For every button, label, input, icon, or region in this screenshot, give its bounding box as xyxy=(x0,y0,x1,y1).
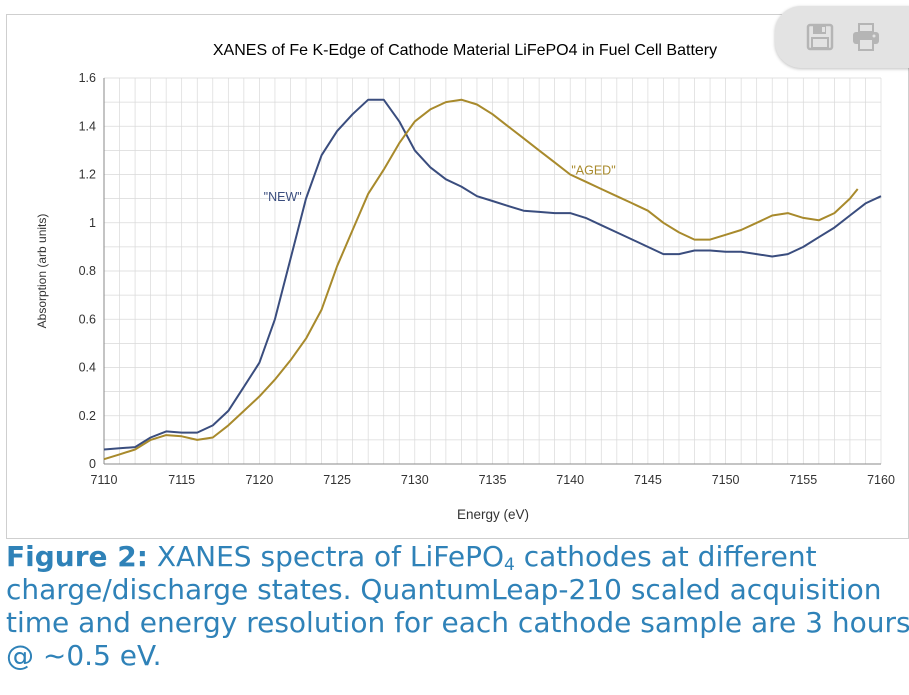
x-tick-label: 7120 xyxy=(245,473,273,487)
xanes-line-chart: XANES of Fe K-Edge of Cathode Material L… xyxy=(35,42,895,522)
printer-icon[interactable] xyxy=(851,22,881,52)
series-lines xyxy=(103,98,882,461)
x-tick-label: 7130 xyxy=(401,473,429,487)
annotation-new: "NEW" xyxy=(264,190,302,204)
floppy-disk-icon[interactable] xyxy=(805,22,835,52)
caption-line-3: time and energy resolution for each cath… xyxy=(6,606,909,639)
annotation-aged: "AGED" xyxy=(571,164,615,178)
x-tick-label: 7160 xyxy=(867,473,895,487)
x-axis-label: Energy (eV) xyxy=(457,507,529,522)
y-tick-label: 0.6 xyxy=(79,312,96,326)
y-tick-label: 1.4 xyxy=(79,119,96,133)
caption-line-2: charge/discharge states. QuantumLeap-210… xyxy=(6,573,882,606)
grid-lines xyxy=(103,77,882,465)
y-tick-label: 1.6 xyxy=(79,71,96,85)
y-tick-label: 0.8 xyxy=(79,264,96,278)
x-tick-label: 7115 xyxy=(168,473,195,487)
x-tick-label: 7145 xyxy=(634,473,662,487)
caption-text-1b: cathodes at different xyxy=(514,540,817,573)
x-tick-label: 7155 xyxy=(789,473,817,487)
caption-text-1a: XANES spectra of LiFePO xyxy=(147,540,505,573)
chart-labels: XANES of Fe K-Edge of Cathode Material L… xyxy=(35,42,895,522)
y-tick-label: 0.2 xyxy=(79,409,96,423)
x-tick-label: 7110 xyxy=(91,473,118,487)
y-tick-label: 1.2 xyxy=(79,168,96,182)
y-axis-label: Absorption (arb units) xyxy=(35,214,49,329)
series-line-aged xyxy=(103,98,859,461)
x-tick-label: 7150 xyxy=(712,473,740,487)
caption-line-1: Figure 2: XANES spectra of LiFePO4 catho… xyxy=(6,540,906,575)
y-tick-label: 1 xyxy=(89,216,96,230)
axes xyxy=(103,78,881,465)
caption-line-4: @ ~0.5 eV. xyxy=(6,639,162,672)
y-tick-label: 0.4 xyxy=(79,361,96,375)
caption-subscript: 4 xyxy=(504,555,515,575)
series-line-new xyxy=(103,98,882,451)
y-tick-label: 0 xyxy=(89,457,96,471)
x-tick-label: 7140 xyxy=(556,473,584,487)
document-toolbar xyxy=(775,6,909,68)
chart-container: XANES of Fe K-Edge of Cathode Material L… xyxy=(6,14,909,539)
figure-caption: Figure 2: XANES spectra of LiFePO4 catho… xyxy=(6,540,909,672)
chart-title: XANES of Fe K-Edge of Cathode Material L… xyxy=(213,42,717,59)
x-tick-label: 7135 xyxy=(479,473,507,487)
x-tick-label: 7125 xyxy=(323,473,351,487)
figure-label: Figure 2: xyxy=(6,540,148,573)
